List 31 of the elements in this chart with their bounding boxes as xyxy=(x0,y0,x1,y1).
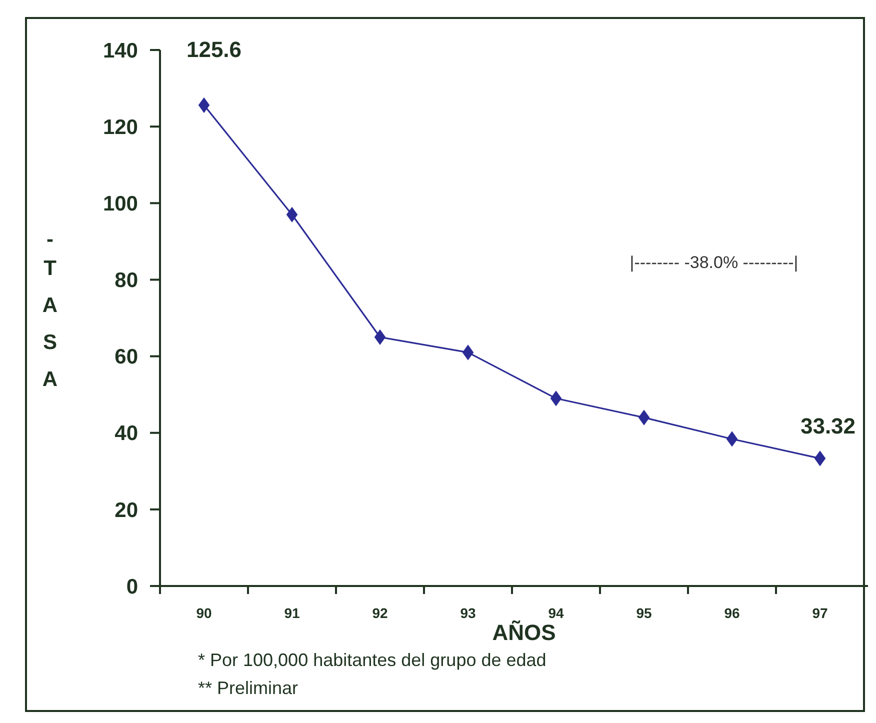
point xyxy=(462,344,474,360)
y-tick-label: 60 xyxy=(114,346,138,369)
y-tick-label: 40 xyxy=(114,422,138,446)
point xyxy=(638,410,650,426)
text: ** Preliminar xyxy=(198,678,298,698)
text: * Por 100,000 habitantes del grupo de edad xyxy=(198,650,546,670)
y-axis-title: -TASA xyxy=(42,228,58,391)
x-tick-label: 94 xyxy=(548,605,564,621)
x-tick-label: 91 xyxy=(284,605,300,621)
x-tick-label: 92 xyxy=(372,605,388,621)
y-tick-label: 120 xyxy=(102,116,138,139)
x-tick-label: 90 xyxy=(196,605,212,621)
data-label: 125.6 xyxy=(186,37,242,62)
point xyxy=(198,97,210,113)
x-tick-label: 93 xyxy=(460,605,476,621)
point xyxy=(550,390,562,406)
x-tick-label: 96 xyxy=(724,605,740,621)
x-tick-label: 97 xyxy=(812,605,828,621)
y-tick-label: 100 xyxy=(102,192,138,216)
y-tick-label: 20 xyxy=(114,498,138,522)
x-tick-label: 95 xyxy=(636,605,652,621)
y-tick-label: 0 xyxy=(126,575,138,598)
data-label: 33.32 xyxy=(800,413,856,438)
annotation: |-------- -38.0% ---------| xyxy=(630,253,798,272)
point xyxy=(814,450,826,466)
y-tick-label: 80 xyxy=(114,269,138,292)
point xyxy=(286,206,298,222)
x-axis-title: AÑOS xyxy=(492,620,556,645)
point xyxy=(374,329,386,345)
point xyxy=(726,431,738,447)
y-tick-label: 140 xyxy=(102,39,138,62)
